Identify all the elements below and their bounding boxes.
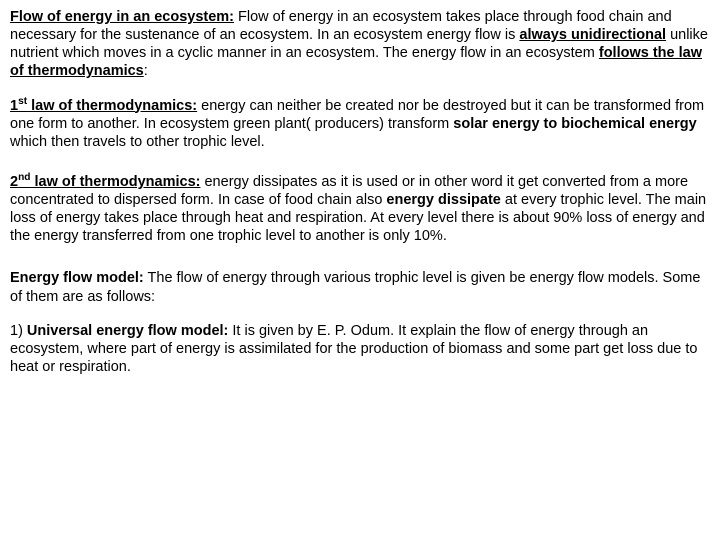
paragraph-model-intro: Energy flow model: The flow of energy th… (10, 269, 710, 305)
law1-text-2: which then travels to other trophic leve… (10, 134, 265, 150)
universal-heading: Universal energy flow model: (27, 323, 228, 339)
intro-heading: Flow of energy in an ecosystem: (10, 9, 234, 25)
universal-num: 1) (10, 323, 27, 339)
law2-heading: 2nd law of thermodynamics: (10, 174, 200, 190)
model-heading: Energy flow model: (10, 270, 144, 286)
energy-dissipate: energy dissipate (386, 192, 500, 208)
paragraph-universal-model: 1) Universal energy flow model: It is gi… (10, 322, 710, 376)
paragraph-law2: 2nd law of thermodynamics: energy dissip… (10, 173, 710, 246)
paragraph-intro: Flow of energy in an ecosystem: Flow of … (10, 8, 710, 81)
always-unidirectional: always unidirectional (519, 27, 666, 43)
intro-colon: : (144, 63, 148, 79)
solar-energy: solar energy to biochemical energy (453, 116, 696, 132)
law1-heading: 1st law of thermodynamics: (10, 98, 197, 114)
paragraph-law1: 1st law of thermodynamics: energy can ne… (10, 97, 710, 151)
